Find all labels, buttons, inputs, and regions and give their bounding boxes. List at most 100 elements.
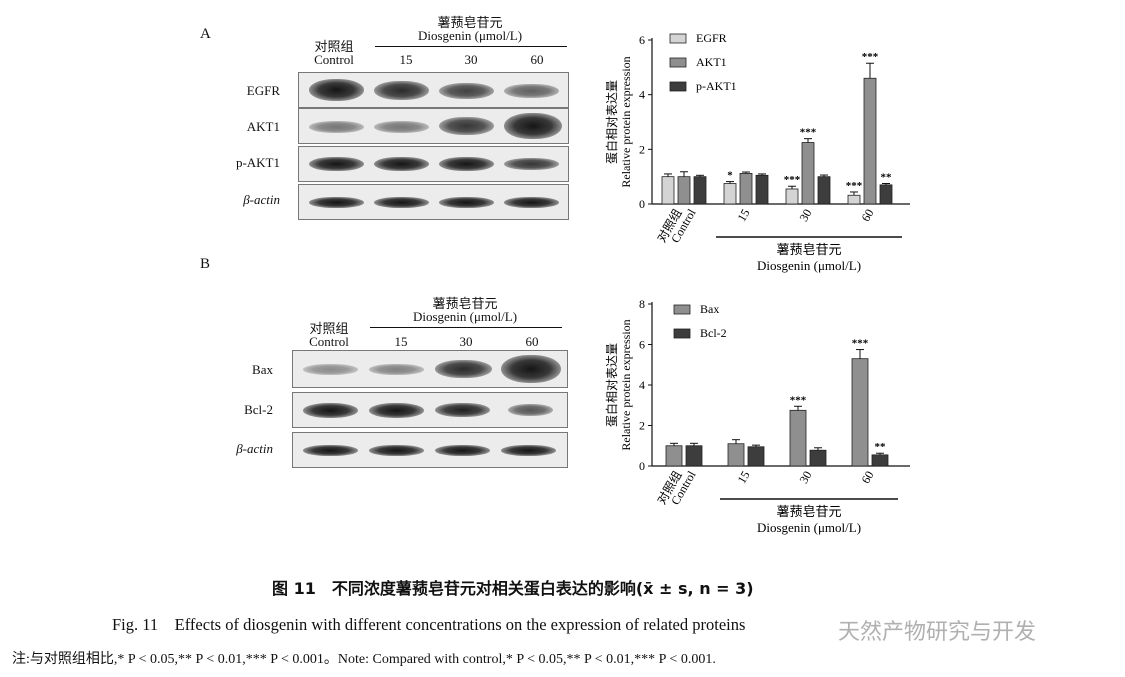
blot-b-strip-bcl-2 xyxy=(292,392,568,428)
legend-swatch xyxy=(673,304,691,315)
x-axis-label-en: Diosgenin (μmol/L) xyxy=(757,520,861,535)
x-tick-label: 30 xyxy=(796,469,814,486)
blot-a-row-beta-actin: β-actin xyxy=(243,192,280,207)
significance-label: *** xyxy=(784,174,801,186)
band xyxy=(501,355,561,383)
band xyxy=(439,83,494,99)
band xyxy=(439,197,494,208)
legend-swatch xyxy=(673,328,691,339)
band xyxy=(309,157,364,171)
blot-b-row-bax: Bax xyxy=(252,362,273,377)
band xyxy=(309,79,364,101)
bar xyxy=(665,445,683,467)
x-axis-label-en: Diosgenin (μmol/L) xyxy=(757,258,861,273)
band xyxy=(435,403,490,417)
blot-a-row-p-akt1: p-AKT1 xyxy=(235,155,280,170)
band xyxy=(303,403,358,418)
blot-b-strip-bax xyxy=(292,350,568,388)
significance-label: *** xyxy=(862,51,879,63)
bar xyxy=(739,172,753,205)
bar xyxy=(879,184,893,205)
blot-b-treatment-en: Diosgenin (μmol/L) xyxy=(412,309,518,324)
caption-cn: 图 11 不同浓度薯蓣皂苷元对相关蛋白表达的影响(x̄ ± s, n = 3) xyxy=(272,579,754,598)
panel-label-a: A xyxy=(200,26,211,42)
band xyxy=(501,445,556,456)
blot-b-lane-15: 15 xyxy=(394,334,408,349)
blot-a-bracket-line xyxy=(375,46,567,47)
blot-b-treatment-cn: 薯蓣皂苷元 xyxy=(432,296,498,311)
watermark: 天然产物研究与开发 xyxy=(838,620,1037,645)
blot-a-row-egfr: EGFR xyxy=(246,83,280,98)
bar xyxy=(747,446,765,467)
blot-a-lane-60: 60 xyxy=(530,52,544,67)
bar xyxy=(693,176,707,205)
band xyxy=(504,158,559,170)
band xyxy=(439,117,494,135)
legend-label: p-AKT1 xyxy=(696,79,737,93)
x-tick-label: 60 xyxy=(858,469,876,486)
legend-label: Bax xyxy=(700,302,719,316)
legend-swatch xyxy=(669,81,687,92)
blot-a-lane-30: 30 xyxy=(464,52,478,67)
legend-label: EGFR xyxy=(696,31,727,45)
bar xyxy=(723,183,737,205)
caption-en: Fig. 11 Effects of diosgenin with differ… xyxy=(112,615,746,634)
blot-b-control-cn: 对照组 xyxy=(309,321,349,336)
band xyxy=(435,445,490,456)
significance-label: * xyxy=(727,170,733,182)
blot-b-control-en: Control xyxy=(309,334,349,349)
bar xyxy=(785,188,799,205)
bar xyxy=(871,454,889,467)
significance-label: *** xyxy=(790,394,807,406)
significance-label: *** xyxy=(852,338,869,350)
y-axis-label-cn: 蛋白相对表达量 xyxy=(604,343,619,427)
bar xyxy=(755,174,769,205)
blot-a-control-cn: 对照组 xyxy=(314,39,354,54)
band xyxy=(309,197,364,208)
band xyxy=(374,121,429,133)
band xyxy=(504,197,559,208)
bar xyxy=(727,443,745,467)
bar xyxy=(847,194,861,205)
y-tick-label: 4 xyxy=(639,378,645,392)
band xyxy=(303,445,358,456)
bar xyxy=(661,176,675,205)
band xyxy=(439,157,494,171)
panel-label-b: B xyxy=(200,256,211,272)
bar xyxy=(863,77,877,205)
blot-b-row-beta-actin: β-actin xyxy=(236,441,273,456)
blot-a-control-en: Control xyxy=(314,52,354,67)
bar xyxy=(851,358,869,467)
bar xyxy=(685,445,703,467)
blot-a-strip-akt1 xyxy=(298,108,569,144)
bar xyxy=(817,176,831,205)
y-tick-label: 2 xyxy=(639,142,645,156)
significance-label: *** xyxy=(800,127,817,139)
bar xyxy=(677,176,691,205)
x-tick-label: 15 xyxy=(734,207,752,224)
significance-label: ** xyxy=(881,172,893,184)
legend-label: Bcl-2 xyxy=(700,326,727,340)
blot-a-strip-beta-actin xyxy=(298,184,569,220)
x-axis-label-cn: 薯蓣皂苷元 xyxy=(776,242,841,257)
x-tick-label: 15 xyxy=(734,469,752,486)
band xyxy=(374,157,429,171)
x-tick-label: 30 xyxy=(796,207,814,224)
band xyxy=(504,113,562,139)
blot-a-strip-egfr xyxy=(298,72,569,108)
band xyxy=(369,445,424,456)
band xyxy=(309,121,364,133)
blot-a-row-akt1: AKT1 xyxy=(246,119,280,134)
blot-b-strip-beta-actin xyxy=(292,432,568,468)
x-tick-label: 60 xyxy=(858,207,876,224)
y-axis-label-cn: 蛋白相对表达量 xyxy=(604,80,619,164)
blot-b-lane-60: 60 xyxy=(525,334,539,349)
blot-b-row-bcl-2: Bcl-2 xyxy=(244,402,273,417)
blot-b-lane-30: 30 xyxy=(459,334,473,349)
blot-a-strip-p-akt1 xyxy=(298,146,569,182)
significance-label: ** xyxy=(875,441,887,453)
y-tick-label: 0 xyxy=(639,459,645,473)
significance-label: *** xyxy=(846,180,863,192)
band xyxy=(374,81,429,100)
